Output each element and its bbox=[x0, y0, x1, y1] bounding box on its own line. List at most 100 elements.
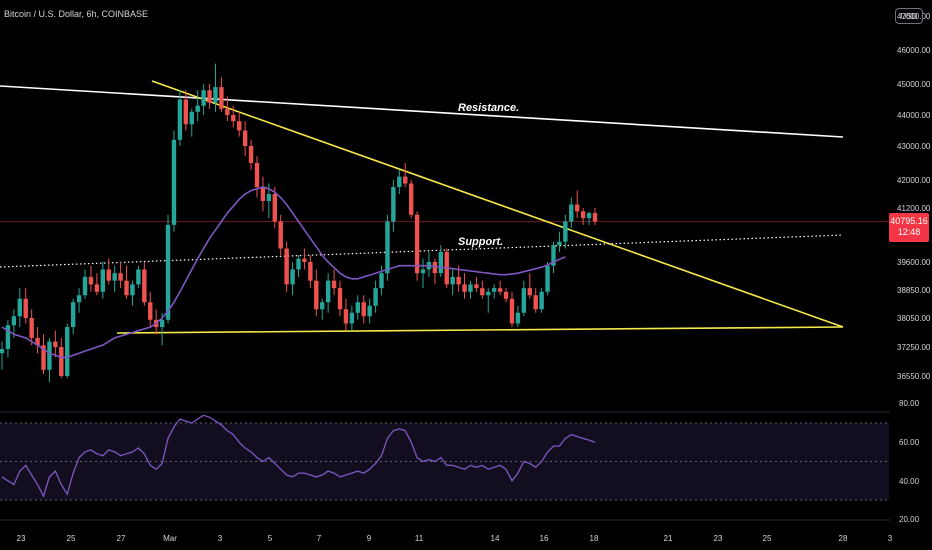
last-price-tag: 40795.16 12:48 bbox=[889, 213, 929, 242]
candle-body bbox=[65, 327, 70, 376]
time-axis-label: 28 bbox=[839, 534, 848, 543]
candle-body bbox=[201, 90, 206, 106]
annotation-label: Resistance. bbox=[458, 102, 519, 114]
symbol-title: Bitcoin / U.S. Dollar, 6h, COINBASE bbox=[4, 9, 149, 19]
candle-body bbox=[438, 251, 444, 274]
candle-body bbox=[272, 194, 277, 222]
rsi-axis-label: 40.00 bbox=[899, 477, 920, 486]
drawing-layer bbox=[0, 80, 844, 334]
time-axis-label: 23 bbox=[714, 534, 723, 543]
candle-body bbox=[414, 214, 420, 274]
candle-body bbox=[183, 99, 189, 125]
price-axis-label: 46000.00 bbox=[897, 46, 931, 55]
time-axis-label: Mar bbox=[163, 534, 177, 543]
rsi-pane[interactable] bbox=[0, 414, 889, 501]
candle-body bbox=[124, 280, 129, 296]
candle-body bbox=[385, 221, 390, 274]
annotation-layer: Resistance. Support. bbox=[458, 102, 519, 248]
candle-body bbox=[557, 241, 562, 246]
candle-body bbox=[165, 224, 171, 320]
price-axis-label: 43000.00 bbox=[897, 142, 931, 151]
candle-body bbox=[118, 273, 123, 281]
candle-body bbox=[100, 269, 106, 292]
candle-body bbox=[47, 341, 52, 370]
candle-body bbox=[314, 280, 319, 310]
candle-body bbox=[142, 269, 147, 303]
candle-body bbox=[308, 262, 313, 281]
candle-body bbox=[17, 298, 22, 317]
candle-body bbox=[420, 269, 426, 274]
candle-body bbox=[171, 139, 177, 225]
candle-body bbox=[486, 291, 491, 296]
candle-body bbox=[432, 262, 438, 274]
time-axis-label: 18 bbox=[590, 534, 599, 543]
candle-body bbox=[373, 288, 378, 306]
candle-body bbox=[320, 302, 325, 310]
candle-body bbox=[213, 87, 218, 103]
candle-body bbox=[59, 347, 64, 376]
time-axis-label: 16 bbox=[540, 534, 549, 543]
candle-body bbox=[76, 295, 82, 303]
time-axis-label: 25 bbox=[67, 534, 76, 543]
candle-body bbox=[195, 105, 200, 112]
triangle-upper-trendline bbox=[151, 80, 844, 328]
candle-body bbox=[35, 337, 40, 346]
candle-body bbox=[367, 305, 372, 317]
candle-body bbox=[106, 269, 111, 281]
candle-body bbox=[462, 284, 467, 292]
candle-body bbox=[349, 312, 355, 324]
price-axis-label: 38850.00 bbox=[897, 286, 931, 295]
price-axis-label: 39600.00 bbox=[897, 258, 931, 267]
candle-body bbox=[391, 187, 396, 222]
last-price-value: 40795.16 bbox=[890, 216, 928, 226]
time-axis-label: 3 bbox=[218, 534, 223, 543]
candle-timer: 12:48 bbox=[897, 227, 921, 237]
candle-body bbox=[592, 213, 598, 222]
candle-body bbox=[331, 280, 337, 289]
candle-body bbox=[88, 276, 94, 285]
price-axis-label: 44000.00 bbox=[897, 111, 931, 120]
candle-body bbox=[325, 280, 331, 303]
candle-body bbox=[379, 273, 384, 289]
time-axis-label: 14 bbox=[491, 534, 500, 543]
annotation-label: Support. bbox=[458, 236, 503, 248]
candle-body bbox=[503, 291, 509, 299]
candle-body bbox=[361, 302, 366, 317]
time-axis-label: 23 bbox=[17, 534, 26, 543]
triangle-lower-trendline bbox=[116, 326, 844, 334]
price-axis-label: 42000.00 bbox=[897, 176, 931, 185]
rsi-axis-label: 20.00 bbox=[899, 515, 920, 524]
candle-body bbox=[563, 221, 568, 242]
candle-body bbox=[474, 284, 479, 289]
time-axis-label: 27 bbox=[117, 534, 126, 543]
candle-body bbox=[569, 204, 574, 222]
candle-body bbox=[237, 121, 242, 131]
ma-layer bbox=[1, 186, 566, 359]
candle-body bbox=[337, 288, 343, 310]
price-axis-label: 45000.00 bbox=[897, 80, 931, 89]
candle-body bbox=[5, 325, 11, 350]
candle-body bbox=[23, 298, 28, 318]
resistance-trendline bbox=[0, 85, 844, 138]
candle-body bbox=[497, 288, 503, 292]
candle-body bbox=[11, 316, 17, 326]
candle-body bbox=[112, 273, 117, 281]
candle-body bbox=[29, 318, 34, 338]
candle-body bbox=[515, 312, 521, 324]
candle-body bbox=[41, 345, 46, 370]
candle-body bbox=[491, 288, 497, 292]
candle-body bbox=[94, 284, 100, 292]
candle-body bbox=[521, 288, 527, 313]
candle-body bbox=[302, 258, 307, 262]
candle-body bbox=[355, 302, 360, 313]
candle-body bbox=[207, 90, 212, 103]
candle-body bbox=[408, 183, 414, 215]
support-dotted-line bbox=[0, 234, 844, 268]
axis-layer: 47000.00 46000.00 45000.00 44000.00 43000.00… bbox=[17, 12, 931, 543]
candle-body bbox=[136, 269, 141, 285]
currency-badge[interactable]: USD bbox=[895, 8, 923, 24]
time-axis-label: 5 bbox=[268, 534, 273, 543]
grid-layer bbox=[0, 221, 890, 521]
candle-body bbox=[480, 288, 485, 296]
